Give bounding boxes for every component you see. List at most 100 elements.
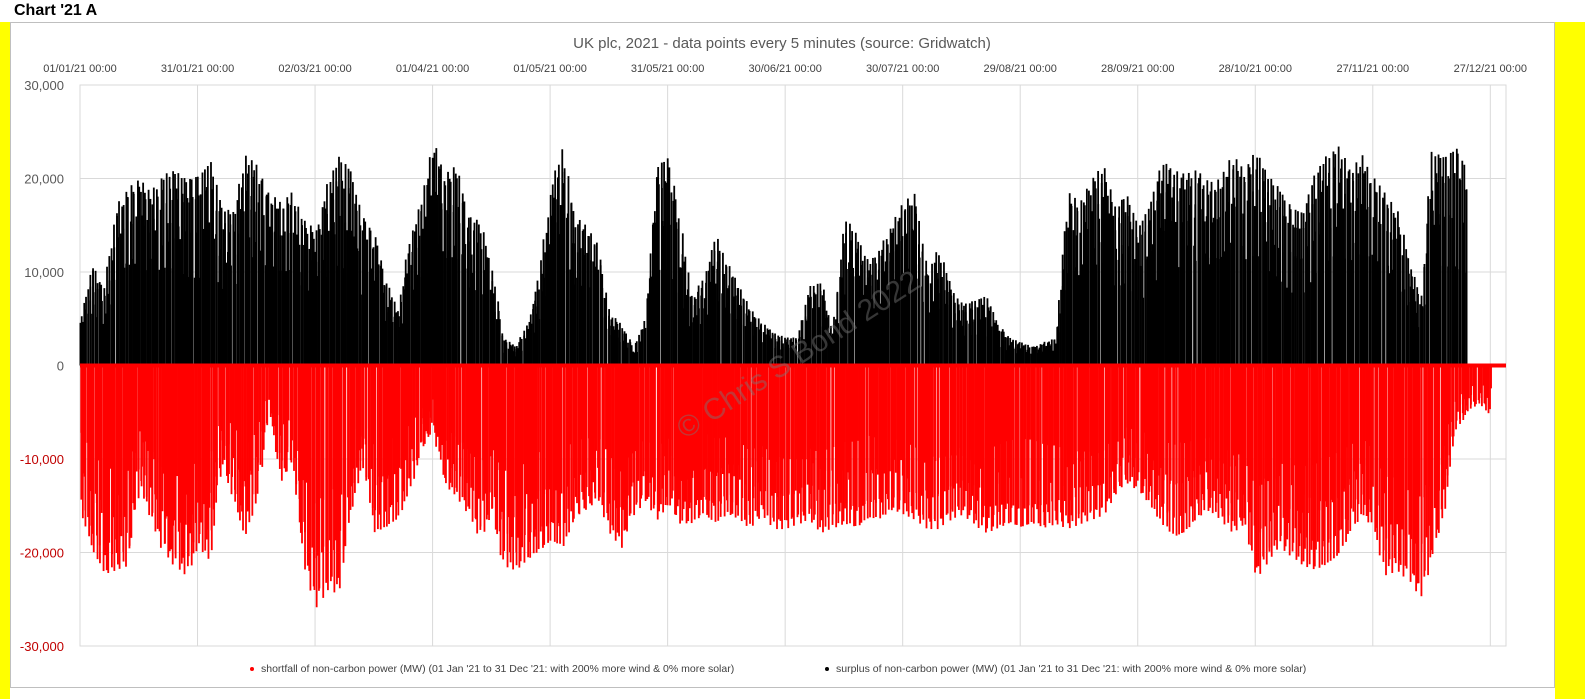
data-point-column xyxy=(491,365,494,509)
data-point-column xyxy=(679,365,681,524)
data-point-column xyxy=(893,365,896,460)
data-point-column xyxy=(837,323,840,366)
data-point-column xyxy=(635,341,638,366)
data-point-column xyxy=(926,365,929,456)
data-point-column xyxy=(813,326,816,366)
data-point-column xyxy=(1230,365,1233,504)
data-point-column xyxy=(556,177,559,366)
data-point-column xyxy=(671,365,674,491)
data-point-column xyxy=(1236,365,1239,500)
data-point-column xyxy=(1442,157,1445,366)
data-point-column xyxy=(190,365,193,488)
data-point-column xyxy=(925,365,928,529)
data-point-column xyxy=(1260,365,1263,485)
data-point-column xyxy=(1242,245,1245,366)
data-point-column xyxy=(1105,182,1108,366)
data-point-column xyxy=(945,365,948,515)
data-point-column xyxy=(388,365,390,524)
data-point-column xyxy=(1414,312,1417,366)
data-point-column xyxy=(1304,365,1306,549)
data-point-column xyxy=(473,365,476,458)
data-point-column xyxy=(181,202,184,366)
data-point-column xyxy=(309,365,312,591)
data-point-column xyxy=(517,348,520,366)
data-point-column xyxy=(706,365,709,435)
data-point-column xyxy=(1205,216,1208,366)
data-point-column xyxy=(144,199,147,366)
data-point-column xyxy=(304,365,306,533)
data-point-column xyxy=(795,365,797,460)
data-point-column xyxy=(279,201,281,366)
data-point-column xyxy=(88,365,91,492)
data-point-column xyxy=(1389,365,1392,525)
data-point-column xyxy=(453,245,456,366)
data-point-column xyxy=(1023,365,1026,509)
data-point-column xyxy=(1118,365,1121,482)
data-point-column xyxy=(140,191,142,366)
legend-label-shortfall: shortfall of non-carbon power (MW) (01 J… xyxy=(261,663,734,675)
data-point-column xyxy=(1466,365,1469,412)
data-point-column xyxy=(298,272,301,366)
data-point-column xyxy=(440,209,443,366)
data-point-column xyxy=(524,338,527,366)
data-point-column xyxy=(972,365,975,486)
data-point-column xyxy=(694,365,697,439)
data-point-column xyxy=(894,365,897,473)
data-point-column xyxy=(414,365,416,418)
data-point-column xyxy=(1014,365,1017,476)
data-point-column xyxy=(740,305,743,366)
data-point-column xyxy=(696,365,699,501)
data-point-column xyxy=(953,365,955,489)
data-point-column xyxy=(503,352,506,366)
data-point-column xyxy=(391,321,394,366)
data-point-column xyxy=(444,185,447,366)
data-point-column xyxy=(697,285,700,366)
data-point-column xyxy=(680,365,682,469)
data-point-column xyxy=(904,365,906,504)
data-point-column xyxy=(937,365,939,497)
data-point-column xyxy=(437,365,440,412)
data-point-column xyxy=(484,365,487,462)
page-title: Chart '21 A xyxy=(14,2,98,19)
data-point-column xyxy=(663,161,665,366)
data-point-column xyxy=(742,365,745,446)
data-point-column xyxy=(1359,365,1362,464)
data-point-column xyxy=(1214,365,1217,512)
data-point-column xyxy=(110,365,113,568)
data-point-column xyxy=(1063,365,1066,501)
data-point-column xyxy=(1465,189,1468,366)
data-point-column xyxy=(965,320,968,366)
data-point-column xyxy=(245,190,248,366)
data-point-column xyxy=(396,365,399,502)
data-point-column xyxy=(1188,365,1191,528)
data-point-column xyxy=(875,365,878,469)
data-point-column xyxy=(835,319,837,366)
data-point-column xyxy=(1313,175,1316,366)
data-point-column xyxy=(880,365,883,503)
data-point-column xyxy=(934,265,937,366)
data-point-column xyxy=(535,365,538,553)
data-point-column xyxy=(1042,351,1045,366)
data-point-column xyxy=(684,365,687,502)
data-point-column xyxy=(1337,146,1340,366)
data-point-column xyxy=(1361,155,1364,366)
data-point-column xyxy=(958,310,961,366)
data-point-column xyxy=(1104,365,1107,513)
data-point-column xyxy=(912,365,915,520)
data-point-column xyxy=(1239,365,1241,518)
data-point-column xyxy=(1314,272,1317,366)
data-point-column xyxy=(622,340,625,366)
data-point-column xyxy=(1415,365,1418,592)
data-point-column xyxy=(407,365,409,479)
data-point-column xyxy=(759,365,762,492)
data-point-column xyxy=(644,327,647,366)
data-point-column xyxy=(858,275,861,366)
data-point-column xyxy=(272,365,275,415)
data-point-column xyxy=(431,157,434,366)
data-point-column xyxy=(1402,268,1405,366)
data-point-column xyxy=(647,321,650,366)
data-point-column xyxy=(558,234,561,366)
data-point-column xyxy=(470,365,473,488)
data-point-column xyxy=(406,273,409,366)
data-point-column xyxy=(97,365,100,461)
